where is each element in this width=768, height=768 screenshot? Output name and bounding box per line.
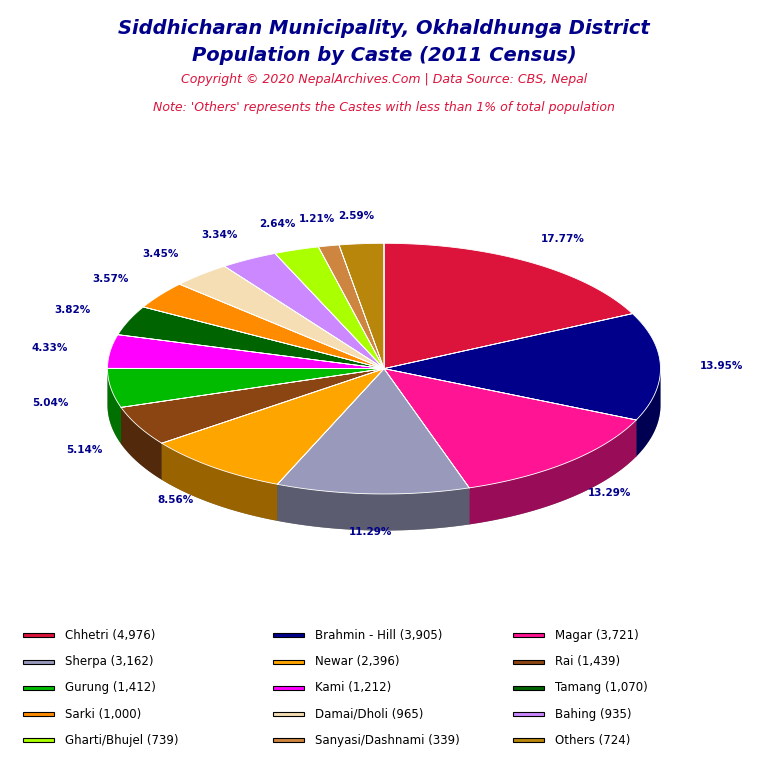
Bar (273, 686, 304, 690)
Text: 2.59%: 2.59% (339, 211, 375, 221)
Text: Newar (2,396): Newar (2,396) (316, 655, 400, 668)
Text: Chhetri (4,976): Chhetri (4,976) (65, 629, 155, 642)
Polygon shape (162, 443, 277, 521)
Polygon shape (384, 369, 636, 456)
Text: Gurung (1,412): Gurung (1,412) (65, 681, 156, 694)
Polygon shape (121, 369, 384, 444)
Polygon shape (224, 253, 384, 369)
Text: Sanyasi/Dashnami (339): Sanyasi/Dashnami (339) (316, 734, 460, 747)
Polygon shape (144, 284, 384, 369)
Text: Others (724): Others (724) (555, 734, 631, 747)
Polygon shape (162, 369, 384, 485)
Text: Population by Caste (2011 Census): Population by Caste (2011 Census) (192, 46, 576, 65)
Bar (513, 739, 544, 743)
Polygon shape (108, 335, 384, 369)
Polygon shape (162, 369, 384, 480)
Polygon shape (180, 266, 384, 369)
Bar (513, 712, 544, 716)
Polygon shape (277, 369, 469, 494)
Text: 11.29%: 11.29% (349, 528, 392, 538)
Polygon shape (277, 369, 384, 521)
Text: Tamang (1,070): Tamang (1,070) (555, 681, 647, 694)
Bar (513, 660, 544, 664)
Polygon shape (319, 245, 384, 369)
Text: Bahing (935): Bahing (935) (555, 707, 631, 720)
Text: Rai (1,439): Rai (1,439) (555, 655, 621, 668)
Text: Magar (3,721): Magar (3,721) (555, 629, 639, 642)
Text: 3.34%: 3.34% (201, 230, 237, 240)
Bar (23, 739, 54, 743)
Text: Note: 'Others' represents the Castes with less than 1% of total population: Note: 'Others' represents the Castes wit… (153, 101, 615, 114)
Polygon shape (339, 243, 384, 369)
Bar (513, 634, 544, 637)
Polygon shape (121, 407, 162, 480)
Text: Copyright © 2020 NepalArchives.Com | Data Source: CBS, Nepal: Copyright © 2020 NepalArchives.Com | Dat… (181, 73, 587, 86)
Text: Damai/Dholi (965): Damai/Dholi (965) (316, 707, 424, 720)
Text: 3.82%: 3.82% (55, 305, 91, 315)
Polygon shape (118, 307, 384, 369)
Bar (23, 660, 54, 664)
Polygon shape (277, 485, 469, 531)
Text: Kami (1,212): Kami (1,212) (316, 681, 392, 694)
Polygon shape (384, 369, 636, 488)
Text: 5.14%: 5.14% (66, 445, 102, 455)
Polygon shape (384, 243, 632, 369)
Text: 13.95%: 13.95% (700, 361, 743, 371)
Text: 5.04%: 5.04% (32, 399, 69, 409)
Text: Sarki (1,000): Sarki (1,000) (65, 707, 141, 720)
Polygon shape (275, 247, 384, 369)
Text: Gharti/Bhujel (739): Gharti/Bhujel (739) (65, 734, 178, 747)
Text: 1.21%: 1.21% (299, 214, 335, 223)
Polygon shape (108, 369, 121, 444)
Bar (273, 660, 304, 664)
Polygon shape (384, 369, 636, 456)
Polygon shape (108, 369, 660, 531)
Bar (513, 686, 544, 690)
Bar (273, 634, 304, 637)
Bar (273, 739, 304, 743)
Polygon shape (636, 369, 660, 456)
Text: 17.77%: 17.77% (541, 234, 584, 244)
Polygon shape (384, 313, 660, 420)
Text: 4.33%: 4.33% (31, 343, 68, 353)
Bar (23, 712, 54, 716)
Polygon shape (121, 369, 384, 444)
Polygon shape (384, 369, 469, 525)
Polygon shape (121, 369, 384, 443)
Text: Sherpa (3,162): Sherpa (3,162) (65, 655, 154, 668)
Polygon shape (469, 420, 636, 525)
Text: 13.29%: 13.29% (588, 488, 631, 498)
Polygon shape (162, 369, 384, 480)
Bar (23, 686, 54, 690)
Text: 3.57%: 3.57% (93, 274, 129, 284)
Text: Siddhicharan Municipality, Okhaldhunga District: Siddhicharan Municipality, Okhaldhunga D… (118, 19, 650, 38)
Bar (23, 634, 54, 637)
Bar (273, 712, 304, 716)
Polygon shape (108, 369, 384, 407)
Polygon shape (277, 369, 384, 521)
Text: 3.45%: 3.45% (143, 249, 179, 259)
Polygon shape (384, 369, 469, 525)
Text: Brahmin - Hill (3,905): Brahmin - Hill (3,905) (316, 629, 443, 642)
Text: 8.56%: 8.56% (157, 495, 194, 505)
Text: 2.64%: 2.64% (259, 219, 296, 229)
